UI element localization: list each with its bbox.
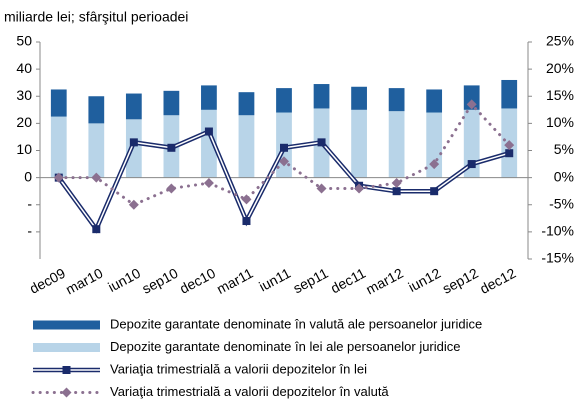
legend-swatch xyxy=(33,320,100,330)
diamond-marker xyxy=(391,178,402,189)
line-marker xyxy=(167,143,176,152)
legend-label: Variaţia trimestrială a valorii depozite… xyxy=(110,361,367,376)
bar xyxy=(501,79,518,109)
legend-marker xyxy=(61,387,72,398)
diamond-marker xyxy=(466,99,477,110)
line-marker xyxy=(242,217,251,226)
y2-tick-label: 15% xyxy=(546,87,574,103)
diamond-marker xyxy=(316,183,327,194)
bar xyxy=(313,84,330,109)
bar xyxy=(238,92,255,116)
bar xyxy=(388,88,405,112)
diamond-marker xyxy=(504,140,515,151)
line-marker xyxy=(317,138,326,147)
y-tick-label: 0 xyxy=(24,168,32,184)
y-tick-label: - xyxy=(27,195,32,211)
x-tick-label: dec12 xyxy=(477,265,518,297)
x-tick-label: iun11 xyxy=(256,265,293,295)
x-tick-label: sep11 xyxy=(290,265,330,297)
line-marker xyxy=(467,160,476,169)
y2-tick-label: 5% xyxy=(554,141,574,157)
bar xyxy=(50,116,67,178)
bar xyxy=(426,112,443,178)
y2-tick-label: 10% xyxy=(546,114,574,130)
y-tick-label: 40 xyxy=(16,60,32,76)
y-tick-label: 10 xyxy=(16,141,32,157)
x-tick-label: iun10 xyxy=(105,265,143,295)
legend-swatch xyxy=(33,343,100,352)
x-tick-label: mar12 xyxy=(363,265,406,298)
x-tick-label: dec09 xyxy=(27,265,68,297)
legend-label: Depozite garantate denominate în valută … xyxy=(110,316,482,331)
legend-label: Depozite garantate denominate în lei ale… xyxy=(110,339,461,354)
x-tick-label: dec10 xyxy=(177,265,218,297)
bar xyxy=(388,111,405,178)
bar xyxy=(238,115,255,178)
y-tick-label: 50 xyxy=(16,33,32,49)
y-tick-label: 20 xyxy=(16,114,32,130)
line-marker xyxy=(430,187,439,196)
x-tick-label: dec11 xyxy=(328,265,368,297)
y2-tick-label: 25% xyxy=(546,33,574,49)
diamond-marker xyxy=(279,156,289,167)
diamond-marker xyxy=(53,172,64,183)
y2-tick-label: -10% xyxy=(541,223,574,239)
diamond-marker xyxy=(166,183,177,194)
y-tick-label: 30 xyxy=(16,87,32,103)
line-marker xyxy=(505,149,514,158)
bar xyxy=(351,86,367,110)
x-tick-label: mar10 xyxy=(63,265,106,298)
legend: Depozite garantate denominate în valută … xyxy=(31,316,482,399)
y2-tick-label: -15% xyxy=(541,250,574,266)
x-tick-label: sep12 xyxy=(440,265,481,297)
bar xyxy=(50,89,67,117)
line-marker xyxy=(392,187,401,196)
diamond-marker xyxy=(241,194,252,205)
line-marker xyxy=(129,138,138,147)
chart-title: miliarde lei; sfârşitul perioadei xyxy=(4,9,188,25)
y2-tick-label: 20% xyxy=(546,60,574,76)
legend-marker xyxy=(62,366,71,374)
bar xyxy=(125,119,142,178)
bar xyxy=(351,109,367,178)
bar xyxy=(201,85,217,110)
x-tick-label: iun12 xyxy=(406,265,444,295)
y2-tick-label: 0% xyxy=(554,168,574,184)
line-marker xyxy=(280,143,288,152)
y-tick-label: - xyxy=(27,223,32,239)
diamond-marker xyxy=(429,159,440,170)
bar xyxy=(426,89,443,113)
bar xyxy=(201,109,217,178)
y2-tick-label: -5% xyxy=(549,195,574,211)
legend-label: Variaţia trimestrială a valorii depozite… xyxy=(110,384,389,399)
bar xyxy=(125,93,142,120)
line-marker xyxy=(204,127,213,136)
diamond-marker xyxy=(128,199,139,210)
diamond-marker xyxy=(203,178,214,189)
x-tick-label: sep10 xyxy=(139,265,180,297)
bar xyxy=(163,90,180,116)
bar xyxy=(88,96,105,124)
line-marker xyxy=(92,225,101,234)
diamond-marker xyxy=(91,172,102,183)
x-tick-label: mar11 xyxy=(214,265,256,297)
diamond-marker xyxy=(354,183,365,194)
bar xyxy=(88,123,105,178)
bar xyxy=(276,88,292,113)
